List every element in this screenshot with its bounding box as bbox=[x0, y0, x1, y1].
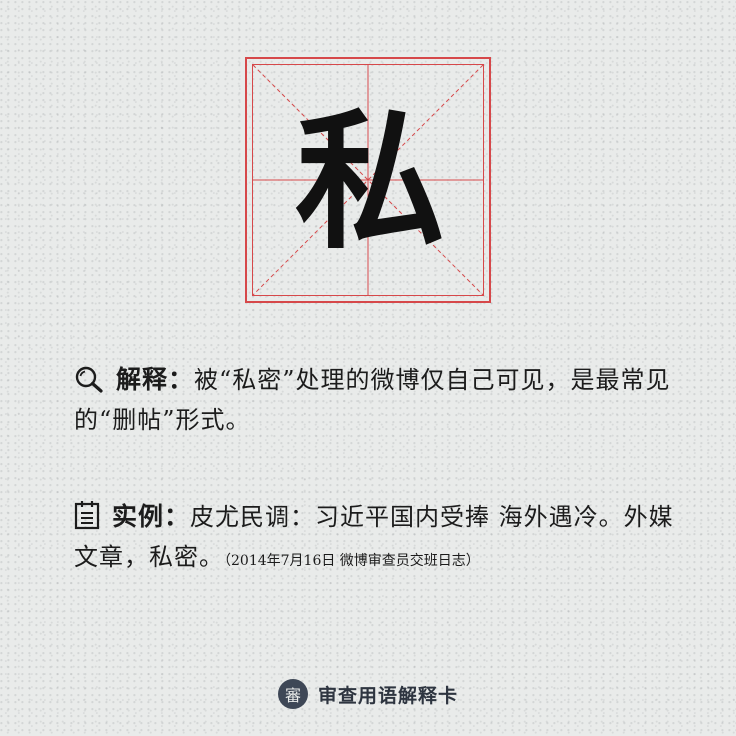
grid-inner-border bbox=[252, 64, 484, 296]
example-source-note: （2014年7月16日 微博审查员交班日志） bbox=[224, 553, 480, 569]
footer-brand: 審 审查用语解释卡 bbox=[0, 676, 736, 712]
example-label: 实例： bbox=[112, 502, 191, 531]
example-text: 皮尤民调：习近平国内受捧 海外遇冷。外媒文章，私密。 bbox=[74, 503, 674, 571]
grid-guidelines bbox=[252, 64, 484, 296]
featured-character: 私 bbox=[294, 94, 445, 270]
footer-title: 审查用语解释卡 bbox=[317, 684, 458, 707]
notepad-icon bbox=[74, 500, 100, 540]
brand-logo-icon: 審 bbox=[277, 679, 308, 709]
explanation-label: 解释： bbox=[116, 365, 195, 394]
magnifier-icon bbox=[74, 365, 104, 403]
example-section: 实例：皮尤民调：习近平国内受捧 海外遇冷。外媒文章，私密。（2014年7月16日… bbox=[74, 499, 674, 579]
explanation-text: 被“私密”处理的微博仅自己可见，是最常见的“删帖”形式。 bbox=[74, 366, 671, 434]
character-grid-box: 私 bbox=[245, 57, 491, 303]
explanation-section: 解释：被“私密”处理的微博仅自己可见，是最常见的“删帖”形式。 bbox=[74, 362, 674, 438]
